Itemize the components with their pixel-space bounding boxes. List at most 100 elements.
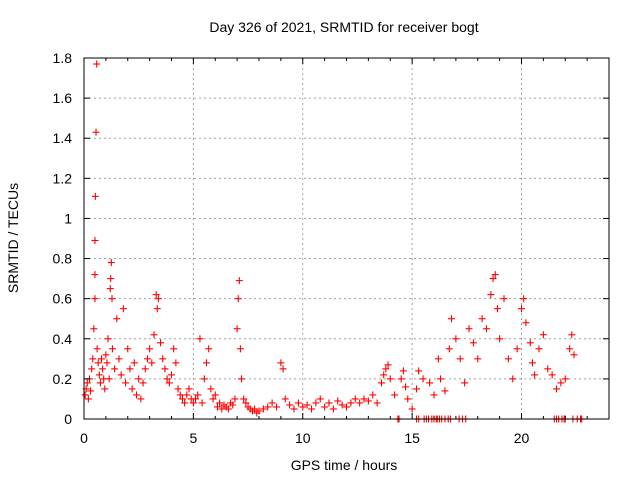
data-point [338,401,346,409]
data-point [378,379,385,387]
data-point [91,192,99,200]
data-point [157,339,165,347]
data-point [526,339,534,347]
data-point [176,391,184,399]
data-point [89,355,97,363]
data-point [95,371,103,379]
data-point [312,399,320,407]
data-point [461,379,469,387]
data-point [181,399,189,407]
data-point [107,275,115,283]
x-tick-label: 20 [514,430,530,446]
y-axis-label: SRMTID / TECUs [5,183,21,293]
y-tick-label: 1.6 [53,90,73,106]
data-point [111,365,119,373]
data-point [561,375,569,383]
data-point [94,359,102,367]
data-point [290,405,298,413]
data-point [216,399,224,407]
data-point [483,325,490,333]
data-point [242,399,250,407]
data-point [251,405,259,413]
data-point [430,391,438,399]
data-point [153,305,161,313]
data-point [236,345,244,353]
data-point [474,355,482,363]
data-point [334,397,342,405]
data-point [489,275,497,283]
data-point [143,355,151,363]
data-point [343,403,350,411]
data-point [168,371,175,379]
y-tick-label: 1 [64,210,72,226]
data-point [87,387,95,395]
data-point [531,371,539,379]
data-point [279,365,287,373]
data-point [117,371,125,379]
data-point [146,345,154,353]
data-point [205,345,213,353]
data-point [415,367,423,375]
data-point [299,403,307,411]
data-point [159,355,167,363]
data-point [259,405,267,413]
data-point [487,291,495,299]
data-point [84,395,92,403]
data-point [513,345,521,353]
data-point [128,385,136,393]
data-point [130,359,138,367]
data-point [500,295,508,303]
data-point [408,405,416,413]
x-tick-label: 0 [80,430,88,446]
y-tick-label: 0 [64,411,72,427]
data-point [548,371,556,379]
data-point [469,339,477,347]
data-point [404,395,412,403]
data-point [231,395,239,403]
data-point [391,391,399,399]
data-point [281,395,289,403]
data-point [566,345,574,353]
data-point [141,365,149,373]
data-point [172,359,180,367]
data-point [520,295,528,303]
data-point [321,403,329,411]
x-axis-label: GPS time / hours [291,457,398,473]
y-tick-label: 0.6 [53,291,73,307]
plot-frame [83,57,610,420]
data-point [364,397,372,405]
data-point [347,399,355,407]
y-tick-label: 0.8 [53,251,73,267]
data-point [119,305,127,313]
data-point [234,295,242,303]
data-point [96,379,104,387]
data-point [268,399,276,407]
tick-labels: 0 5 10 15 20 0 0.2 0.4 0.6 0.8 1 1.2 1.4 1.6 1.8 [53,50,530,446]
data-point [369,391,377,399]
data-point [535,345,543,353]
data-point [207,385,215,393]
data-point [91,237,99,245]
data-point [106,285,114,293]
data-point [434,355,442,363]
data-point [528,359,536,367]
data-point [133,391,140,399]
data-point [329,405,337,413]
data-point [107,259,115,267]
data-point [124,345,132,353]
data-point [518,305,525,313]
data-point [183,391,191,399]
data-point [178,395,186,403]
data-point [152,291,160,299]
data-point [465,325,473,333]
data-point [115,355,123,363]
data-point [539,331,547,339]
data-point [165,379,173,387]
y-tick-label: 1.8 [53,50,73,66]
data-point [273,403,280,411]
data-point [229,401,237,409]
data-point [93,60,101,68]
data-point [192,395,200,403]
data-point [92,128,100,136]
data-point [126,365,134,373]
